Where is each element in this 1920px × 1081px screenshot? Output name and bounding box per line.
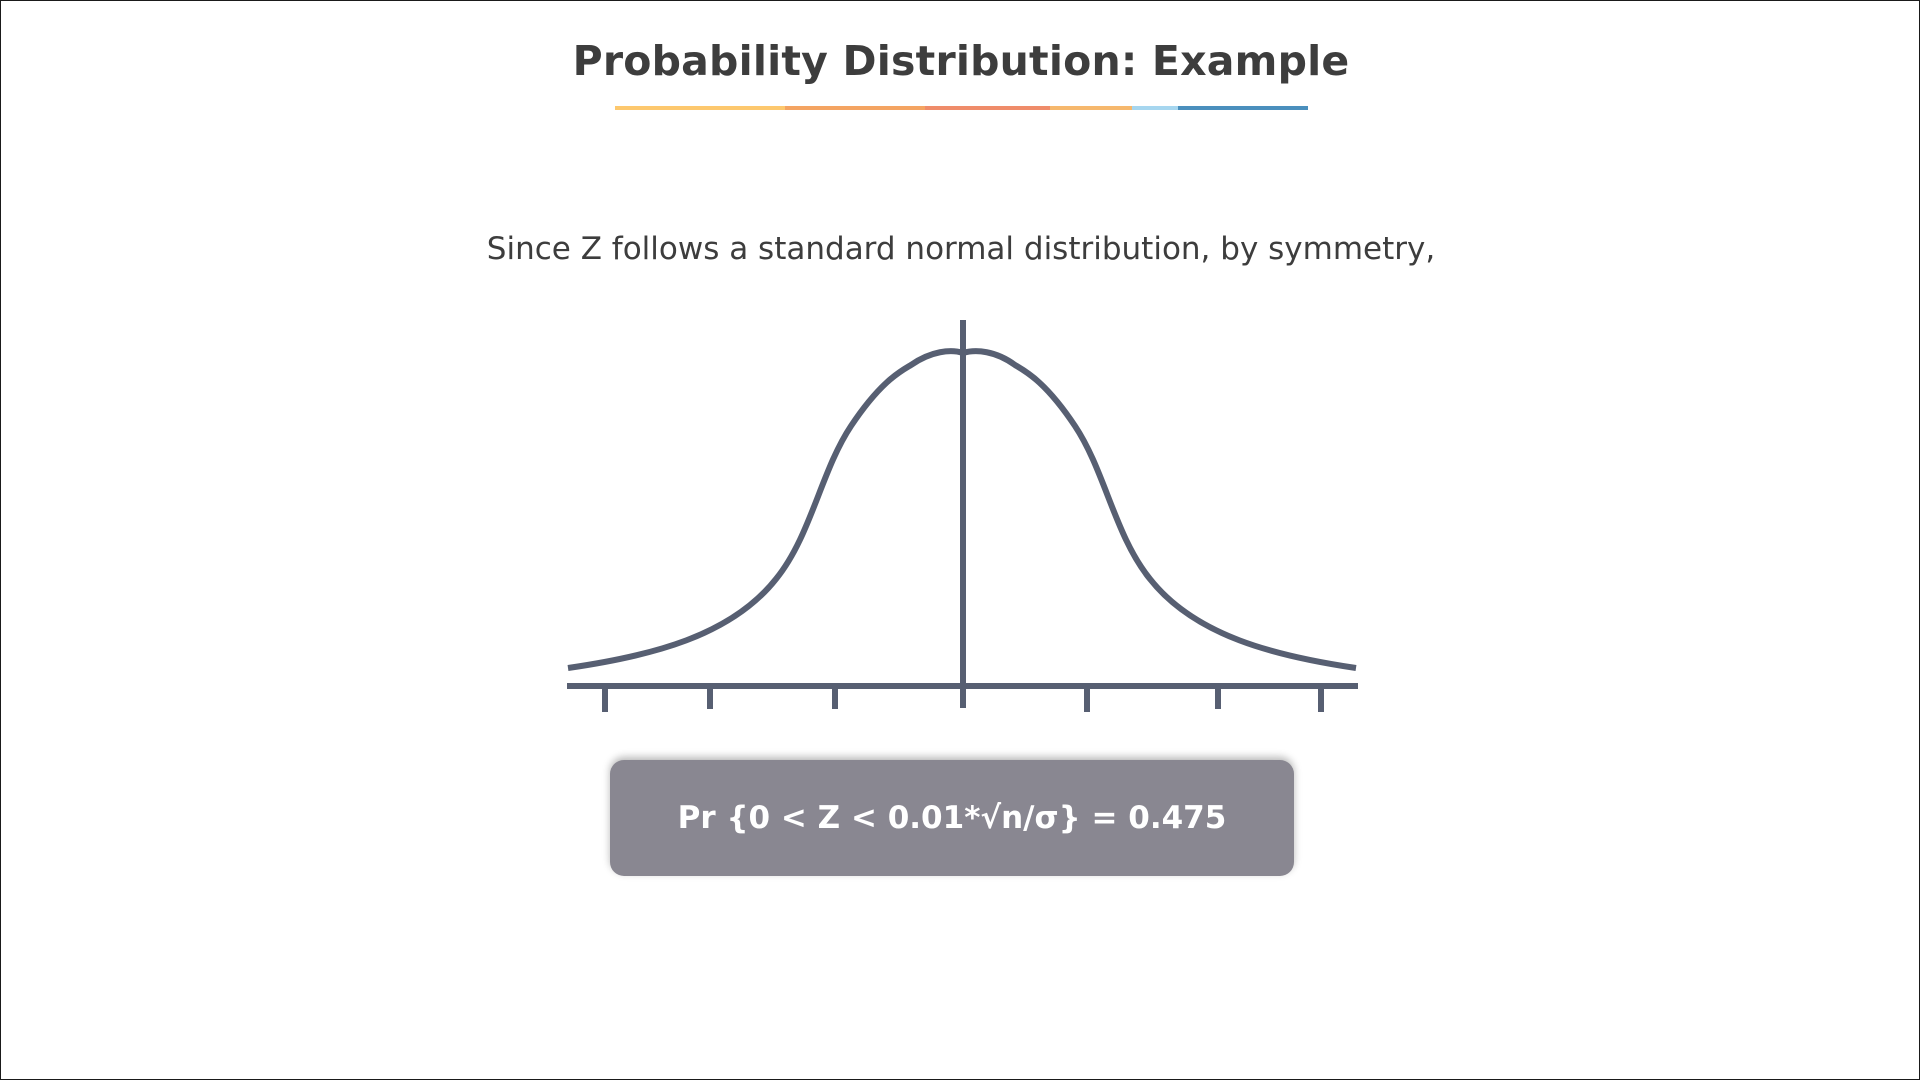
underline-segment <box>1132 106 1178 110</box>
title-underline <box>615 106 1308 110</box>
slide-title: Probability Distribution: Example <box>572 37 1350 85</box>
underline-segment <box>1178 106 1308 110</box>
formula-box: Pr {0 < Z < 0.01*√n/σ} = 0.475 <box>610 760 1294 876</box>
underline-segment <box>925 106 1050 110</box>
underline-segment <box>1050 106 1132 110</box>
slide-subtitle: Since Z follows a standard normal distri… <box>486 231 1436 267</box>
underline-segment <box>785 106 925 110</box>
underline-segment <box>615 106 785 110</box>
formula-text: Pr {0 < Z < 0.01*√n/σ} = 0.475 <box>677 800 1227 836</box>
